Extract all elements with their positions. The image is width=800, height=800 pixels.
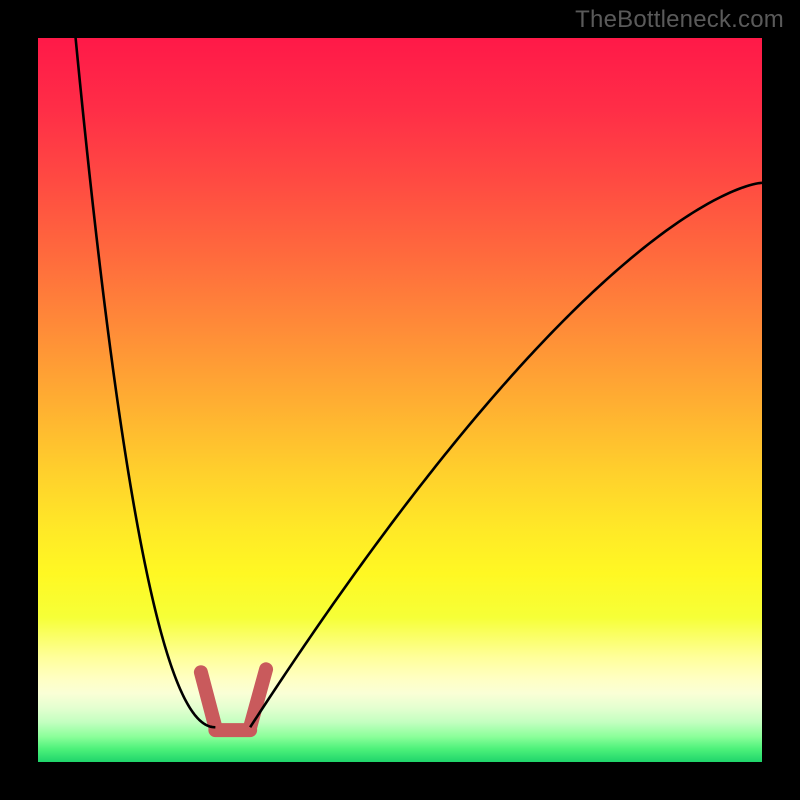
highlight-left xyxy=(201,672,215,727)
chart-container: TheBottleneck.com xyxy=(0,0,800,800)
curve-right xyxy=(250,183,762,727)
curve-left xyxy=(74,38,215,727)
watermark-label: TheBottleneck.com xyxy=(575,6,784,34)
plot-area xyxy=(38,38,762,762)
highlight-right xyxy=(250,669,266,727)
curve-overlay xyxy=(38,38,762,762)
